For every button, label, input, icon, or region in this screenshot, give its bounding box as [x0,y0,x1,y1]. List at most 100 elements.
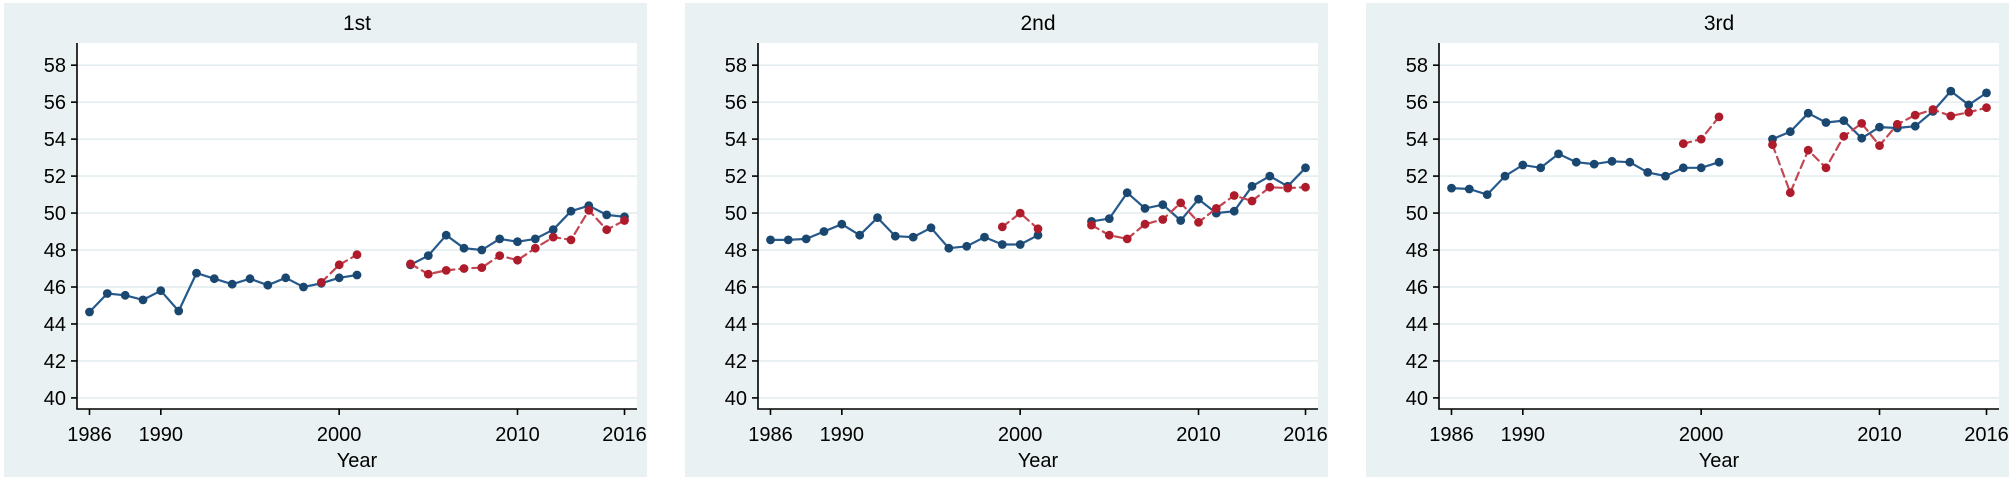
panel-3rd: 40 42 44 46 48 50 52 54 56 58 1986 1990 2000 2010 2016… [1366,3,2009,481]
plot-area [1439,43,1999,409]
panel-1st-chart: 40 42 44 46 48 50 52 54 56 58 1986 1990 2000 2010 2016… [4,3,647,477]
panel-2nd-chart: 40 42 44 46 48 50 52 54 56 58 1986 1990 2000 2010 2016… [685,3,1328,477]
solid-navy-series-line [88,272,359,314]
panel-3rd-chart: 40 42 44 46 48 50 52 54 56 58 1986 1990 2000 2010 2016… [1366,3,2009,477]
axis-lines [76,43,637,410]
panel-2nd: 40 42 44 46 48 50 52 54 56 58 1986 1990 2000 2010 2016… [685,3,1328,481]
x-tick-label: 2000 [317,424,362,446]
solid-navy-series-marker [1265,171,1275,181]
solid-navy-series-marker [890,231,900,241]
y-tick-label: 48 [44,240,66,262]
x-tick-label: 2010 [495,424,540,446]
solid-navy-series-marker [1140,204,1150,213]
dashed-red-series-marker [566,235,576,245]
dashed-red-series-marker [1839,131,1849,141]
solid-navy-series-marker [102,289,112,298]
y-tick-label: 52 [725,166,747,188]
x-tick-label: 2010 [1857,424,1902,446]
dashed-red-series-marker [602,225,612,235]
x-axis-title: Year [1699,450,1740,472]
solid-navy-series-marker [766,235,775,245]
x-tick-label: 2016 [1283,424,1328,446]
solid-navy-series-marker [352,270,362,280]
dashed-red-series-marker [334,260,344,270]
dashed-red-series-marker [1122,234,1132,244]
dashed-red-series-marker [1892,119,1902,129]
solid-navy-series-marker [1301,163,1310,173]
solid-navy-series-marker [120,290,130,300]
y-tick-label: 54 [44,129,66,151]
solid-navy-series-marker [1464,184,1474,194]
solid-navy-series-marker [1122,188,1132,198]
solid-navy-series-marker [209,274,219,284]
solid-navy-series-marker [1229,206,1239,216]
x-tick-label: 2010 [1176,424,1221,446]
solid-navy-series-marker [138,295,148,305]
x-tick-label: 1990 [820,424,865,446]
x-tick-label: 1990 [1501,424,1546,446]
solid-navy-series-marker [1104,214,1114,224]
y-tick-label: 50 [44,203,66,225]
solid-navy-series-marker [944,243,954,253]
x-tick-label: 2000 [1679,424,1724,446]
dashed-red-series-marker [997,222,1007,232]
solid-navy-series-marker [873,213,882,223]
panel-title: 3rd [1704,12,1734,35]
dashed-red-series-marker [1194,217,1203,227]
x-axis-title: Year [1018,450,1059,472]
dashed-red-series-marker [1087,220,1096,230]
dashed-red-series-marker [1140,219,1150,229]
dashed-red-series-marker [316,278,326,287]
x-tick-label: 1990 [139,424,184,446]
dashed-red-series-marker [1301,182,1310,192]
solid-navy-series-marker [1500,171,1510,181]
dashed-red-series-marker [1265,182,1275,192]
y-tick-label: 56 [44,92,66,114]
solid-navy-series-marker [1661,171,1670,181]
y-tick-label: 40 [44,388,66,410]
dashed-red-series-marker [1857,119,1867,128]
y-tick-label: 48 [725,240,747,262]
dashed-red-series-marker [1821,163,1831,173]
dashed-red-series-marker [584,205,594,215]
dashed-red-series-marker [1104,230,1114,240]
dashed-red-series-marker [423,269,433,279]
solid-navy-series-marker [997,240,1007,249]
solid-navy-series-marker [299,282,308,292]
solid-navy-series-marker [459,243,469,253]
dashed-red-series-marker [1033,224,1043,234]
solid-navy-series-marker [192,268,201,278]
plot-area [77,43,637,409]
dashed-red-series-marker [1696,134,1706,144]
solid-navy-series-marker [1176,216,1186,225]
solid-navy-series-marker [1964,100,1974,110]
x-tick-label: 1986 [67,424,112,446]
y-tick-label: 50 [1406,203,1428,225]
solid-navy-series-marker [156,286,166,296]
solid-navy-series-marker [1625,157,1635,167]
solid-navy-series-marker [1482,190,1492,200]
solid-navy-series-marker [85,307,94,317]
dashed-red-series-marker [1803,145,1813,155]
x-tick-label: 2016 [1964,424,2009,446]
x-axis-title: Year [337,450,378,472]
y-tick-label: 42 [1406,351,1428,373]
solid-navy-series-marker [1696,163,1706,173]
solid-navy-series-marker [783,235,793,245]
y-tick-label: 52 [44,166,66,188]
solid-navy-series-marker [1875,122,1884,132]
solid-navy-series-marker [819,227,829,236]
solid-navy-series-marker [1643,168,1653,177]
y-tick-label: 46 [44,277,66,299]
dashed-red-series-marker [352,250,362,260]
x-tick-label: 1986 [748,424,793,446]
dashed-red-series-marker [406,259,415,269]
dashed-red-series-marker [1964,107,1974,117]
solid-navy-series-marker [1821,118,1831,127]
dashed-red-series-marker [495,251,505,260]
solid-navy-series-marker [1946,86,1956,96]
solid-navy-series-marker [1447,183,1456,193]
y-tick-label: 40 [725,388,747,410]
